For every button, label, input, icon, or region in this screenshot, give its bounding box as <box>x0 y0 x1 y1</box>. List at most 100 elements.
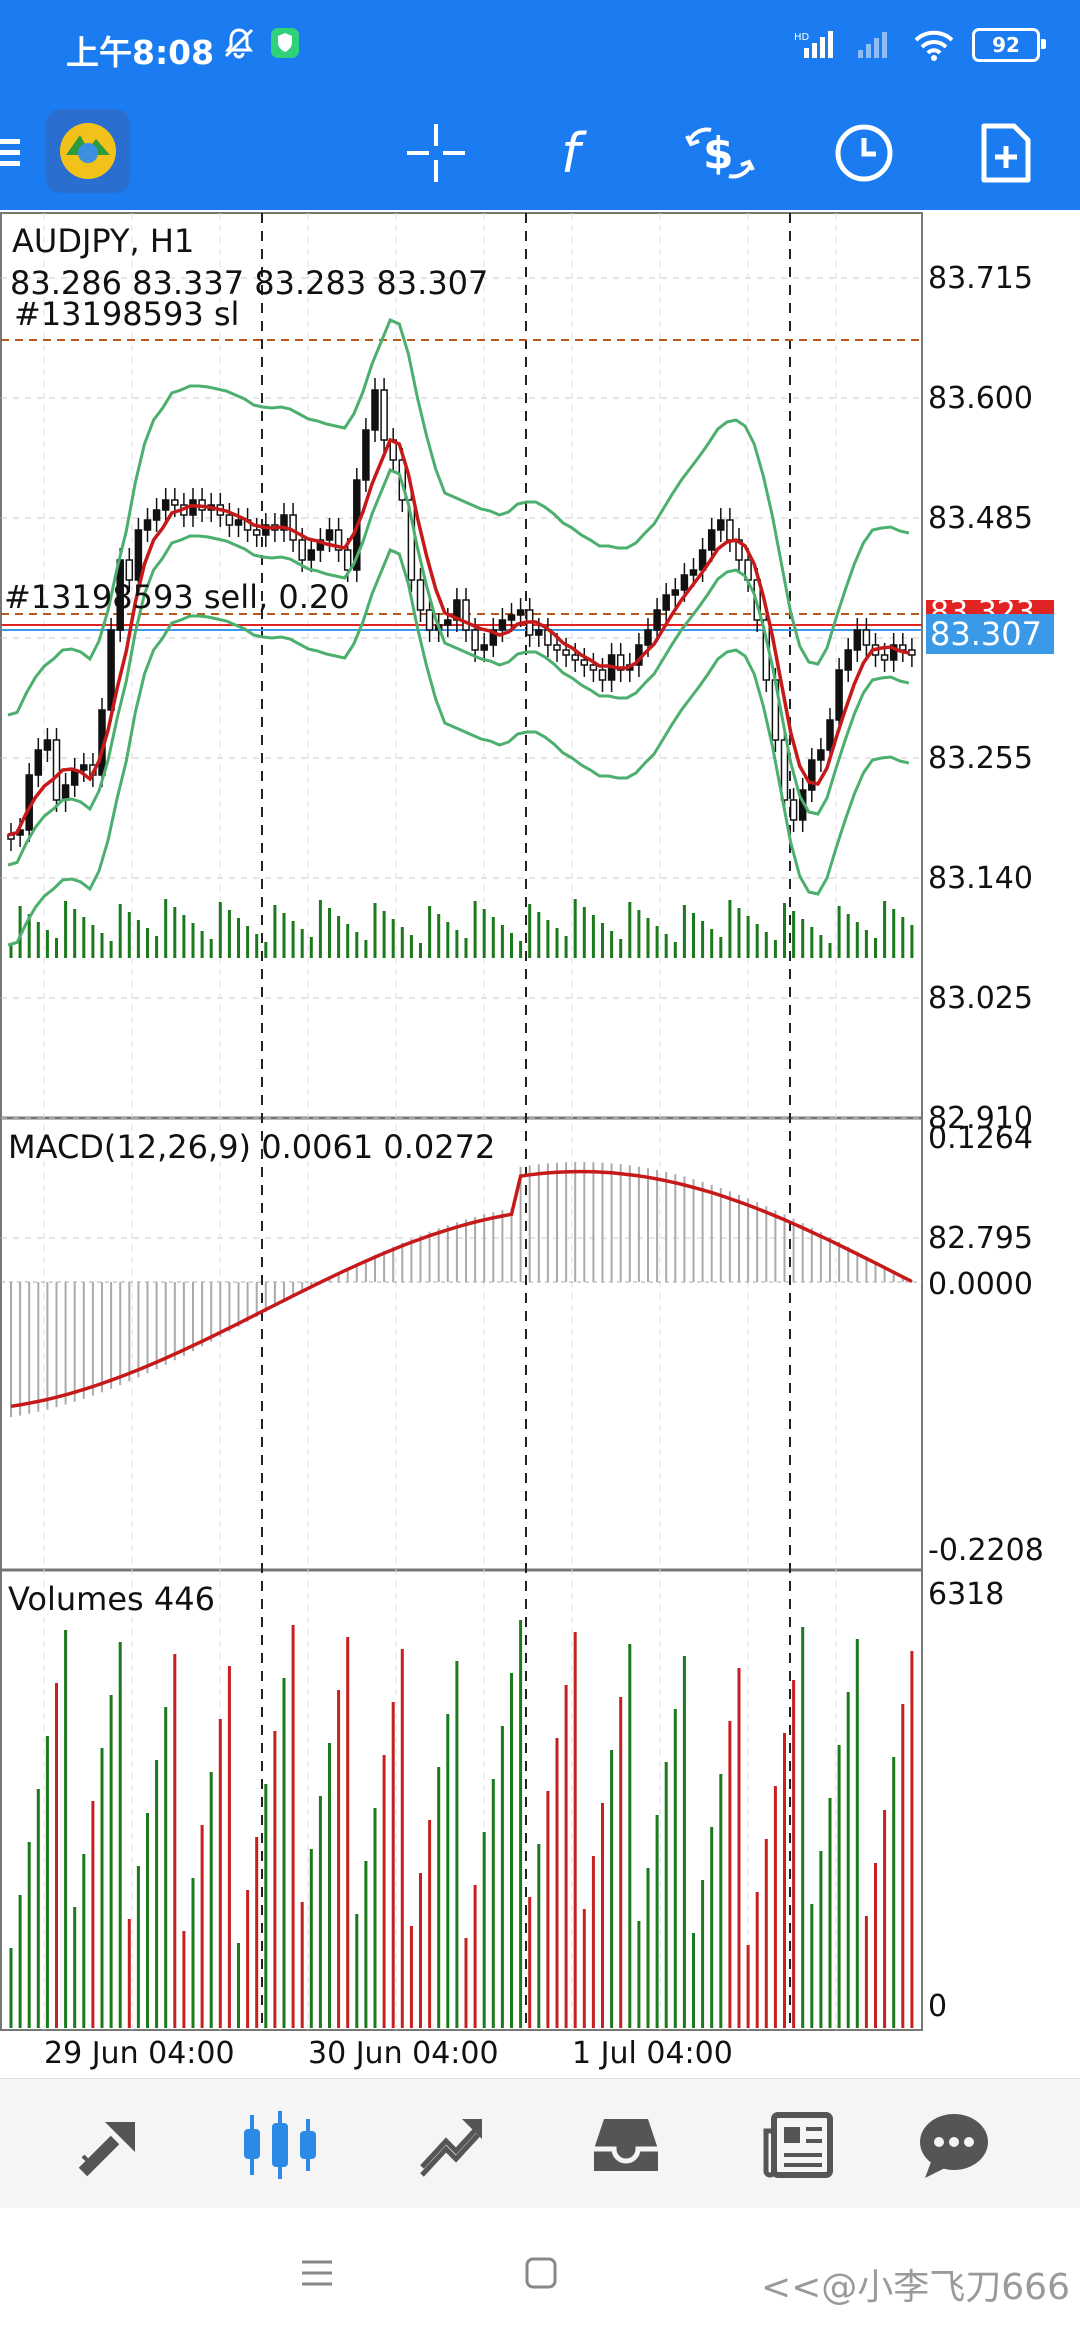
candle <box>598 669 607 681</box>
cellular-signal-icon: HD <box>794 31 833 58</box>
home-icon[interactable] <box>524 2256 558 2290</box>
candle <box>616 654 625 671</box>
candle <box>125 559 134 581</box>
candle <box>580 659 589 666</box>
candle <box>862 629 871 646</box>
volume-tick-bottom: 0 <box>928 1989 947 2024</box>
candle <box>362 429 370 481</box>
price-tick-label: 83.485 <box>928 501 1033 536</box>
candle <box>853 629 862 651</box>
candle <box>808 759 816 791</box>
candle <box>325 529 334 541</box>
news-icon <box>763 2112 833 2178</box>
bottom-nav <box>0 2078 1080 2209</box>
main-volume-bars <box>9 899 914 958</box>
sl-label: #13198593 sl <box>14 295 239 333</box>
candle <box>680 574 689 591</box>
crosshair-button[interactable] <box>398 115 474 191</box>
mt5-logo[interactable] <box>46 109 130 193</box>
candle <box>826 719 834 751</box>
macd-label: MACD(12,26,9) 0.0061 0.0272 <box>8 1128 495 1166</box>
nav-trade[interactable] <box>412 2105 492 2185</box>
nav-history[interactable] <box>586 2105 666 2185</box>
macd-signal-line <box>10 1169 913 1409</box>
candle <box>143 519 152 531</box>
candle <box>553 644 561 651</box>
candle <box>152 509 161 521</box>
bollinger-middle <box>7 468 910 867</box>
price-tick-label: 83.025 <box>928 981 1033 1016</box>
candle <box>689 569 698 576</box>
candle <box>307 549 316 561</box>
time-tick-label: 29 Jun 04:00 <box>44 2036 235 2070</box>
candle <box>480 644 488 651</box>
macd-tick-top: 0.1264 <box>928 1121 1033 1156</box>
candle <box>444 619 452 626</box>
candle <box>234 519 243 526</box>
time-axis: 29 Jun 04:00 30 Jun 04:00 1 Jul 04:00 <box>44 2036 733 2071</box>
candle <box>171 499 179 506</box>
candle <box>52 739 61 801</box>
time-tick-label: 30 Jun 04:00 <box>308 2036 499 2070</box>
candle <box>262 524 270 536</box>
candle <box>507 614 516 621</box>
candle <box>43 739 52 751</box>
menu-button[interactable] <box>0 115 40 191</box>
candle <box>280 514 288 531</box>
candle <box>653 609 661 631</box>
crosshair-icon <box>407 124 465 182</box>
price-tick-label: 83.140 <box>928 861 1033 896</box>
price-tick-label: 83.715 <box>928 261 1033 296</box>
trade-icon: $ <box>685 127 755 179</box>
battery-indicator: 92 <box>972 28 1046 62</box>
day-separators <box>261 213 791 2030</box>
indicators-button[interactable]: f <box>540 115 616 191</box>
symbol-label: AUDJPY, H1 <box>12 222 194 260</box>
nav-news[interactable] <box>758 2105 838 2185</box>
candle <box>644 629 652 646</box>
timeframe-button[interactable] <box>826 115 902 191</box>
candle <box>516 609 525 616</box>
candle <box>789 799 798 821</box>
candle <box>889 644 898 661</box>
macd-tick-bottom: -0.2208 <box>928 1533 1044 1568</box>
nav-messages[interactable] <box>914 2105 994 2185</box>
candle <box>707 529 716 551</box>
candle <box>462 599 470 631</box>
candle <box>671 589 680 596</box>
new-order-icon <box>981 123 1031 183</box>
top-toolbar: f $ <box>0 95 1080 210</box>
candle <box>780 739 789 801</box>
candle <box>107 629 115 711</box>
volume-bars <box>9 1620 914 2028</box>
candle <box>844 649 852 671</box>
candle <box>471 629 479 651</box>
candle <box>425 609 434 631</box>
system-nav-bar <box>0 2208 1080 2340</box>
cellular-signal-2-icon <box>858 32 887 58</box>
candle <box>717 519 725 531</box>
chart-canvas[interactable]: 83.71583.60083.48583.37083.25583.14083.0… <box>0 210 1080 2071</box>
status-bar: 上午8:08 HD 92 <box>0 0 1080 95</box>
chart-area[interactable]: 83.71583.60083.48583.37083.25583.14083.0… <box>0 210 1080 2071</box>
new-order-button[interactable] <box>968 115 1044 191</box>
nav-quotes[interactable] <box>70 2105 150 2185</box>
current-price-tag <box>926 614 1054 654</box>
recent-apps-icon[interactable] <box>300 2258 334 2288</box>
chat-icon <box>920 2114 988 2178</box>
trade-chart-icon <box>420 2119 482 2177</box>
candle <box>161 499 170 511</box>
volume-tick-top: 6318 <box>928 1577 1004 1612</box>
trade-button[interactable]: $ <box>682 115 758 191</box>
menu-icon <box>0 139 20 166</box>
moving-average <box>7 437 910 837</box>
price-tick-label: 83.255 <box>928 741 1033 776</box>
price-tick-label: 82.910 <box>928 1101 1033 1136</box>
candle <box>134 529 143 581</box>
clock-icon <box>835 124 893 182</box>
nav-charts[interactable] <box>240 2105 320 2185</box>
candle <box>80 764 88 771</box>
bollinger-lower <box>7 548 910 947</box>
price-axis: 83.71583.60083.48583.37083.25583.14083.0… <box>928 261 1033 1256</box>
watermark: <<@小李飞刀666 <box>760 2267 1070 2308</box>
